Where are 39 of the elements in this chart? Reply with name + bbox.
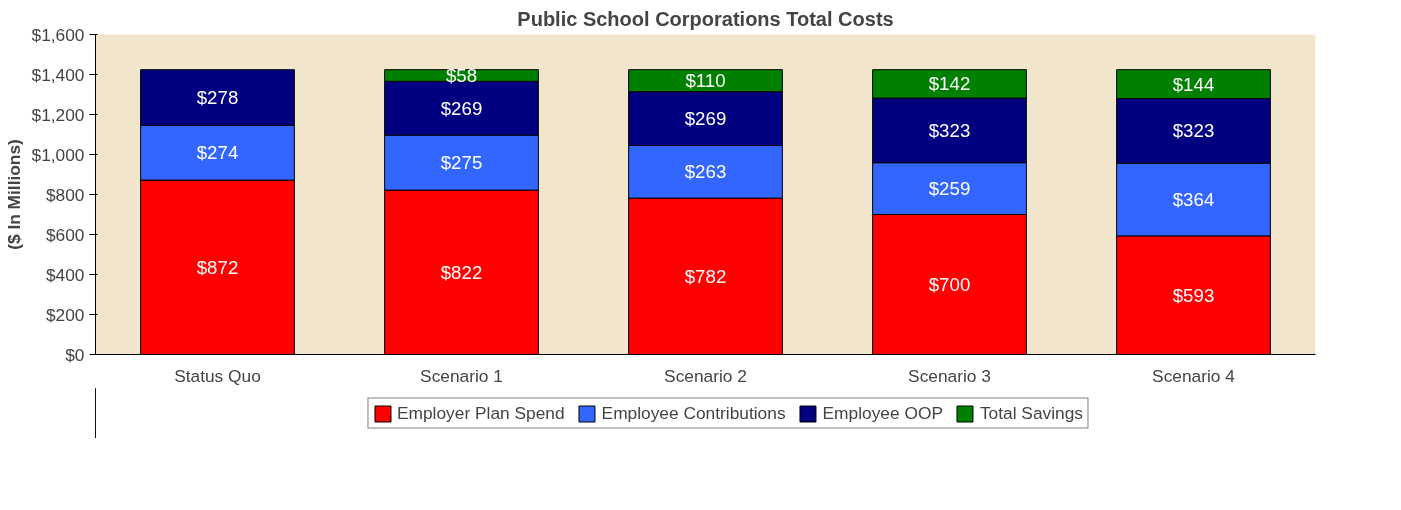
data-label: $872 [196, 256, 239, 278]
data-label: $822 [440, 261, 483, 283]
y-tick-label: $800 [45, 184, 85, 205]
data-label: $142 [928, 73, 971, 95]
data-label: $323 [928, 119, 971, 141]
x-tick-label: Scenario 4 [1152, 365, 1236, 386]
data-label: $58 [445, 65, 478, 86]
data-label: $259 [928, 178, 971, 200]
legend-label: Employee Contributions [601, 402, 786, 424]
x-tick-label: Scenario 2 [664, 365, 747, 386]
y-tick-label: $200 [45, 304, 85, 325]
y-tick-label: $1,200 [31, 104, 85, 125]
data-label: $144 [1172, 73, 1215, 95]
chart-title: Public School Corporations Total Costs [517, 7, 894, 30]
legend-label: Employer Plan Spend [396, 402, 565, 424]
legend-label: Employee OOP [822, 402, 943, 424]
data-label: $323 [1172, 120, 1215, 142]
y-tick-label: $1,400 [31, 64, 85, 85]
x-tick-label: Scenario 3 [908, 365, 991, 386]
data-label: $782 [684, 265, 727, 287]
data-label: $110 [685, 70, 726, 92]
y-tick-label: $0 [65, 344, 85, 365]
y-axis-title: ($ In Millions) [3, 139, 24, 250]
y-tick-label: $1,600 [31, 24, 85, 45]
y-tick-label: $1,000 [31, 144, 85, 165]
x-tick-label: Status Quo [174, 365, 261, 386]
data-label: $700 [928, 274, 971, 295]
data-label: $275 [440, 152, 483, 174]
y-tick-label: $400 [45, 264, 85, 285]
data-label: $269 [684, 108, 727, 130]
data-label: $274 [196, 142, 239, 164]
data-label: $269 [440, 97, 483, 119]
data-label: $263 [684, 161, 727, 183]
y-tick-label: $600 [45, 224, 85, 245]
legend-label: Total Savings [979, 402, 1084, 424]
data-label: $278 [196, 87, 239, 108]
data-label: $364 [1172, 189, 1215, 210]
x-tick-label: Scenario 1 [420, 365, 503, 386]
data-label: $593 [1172, 284, 1215, 306]
